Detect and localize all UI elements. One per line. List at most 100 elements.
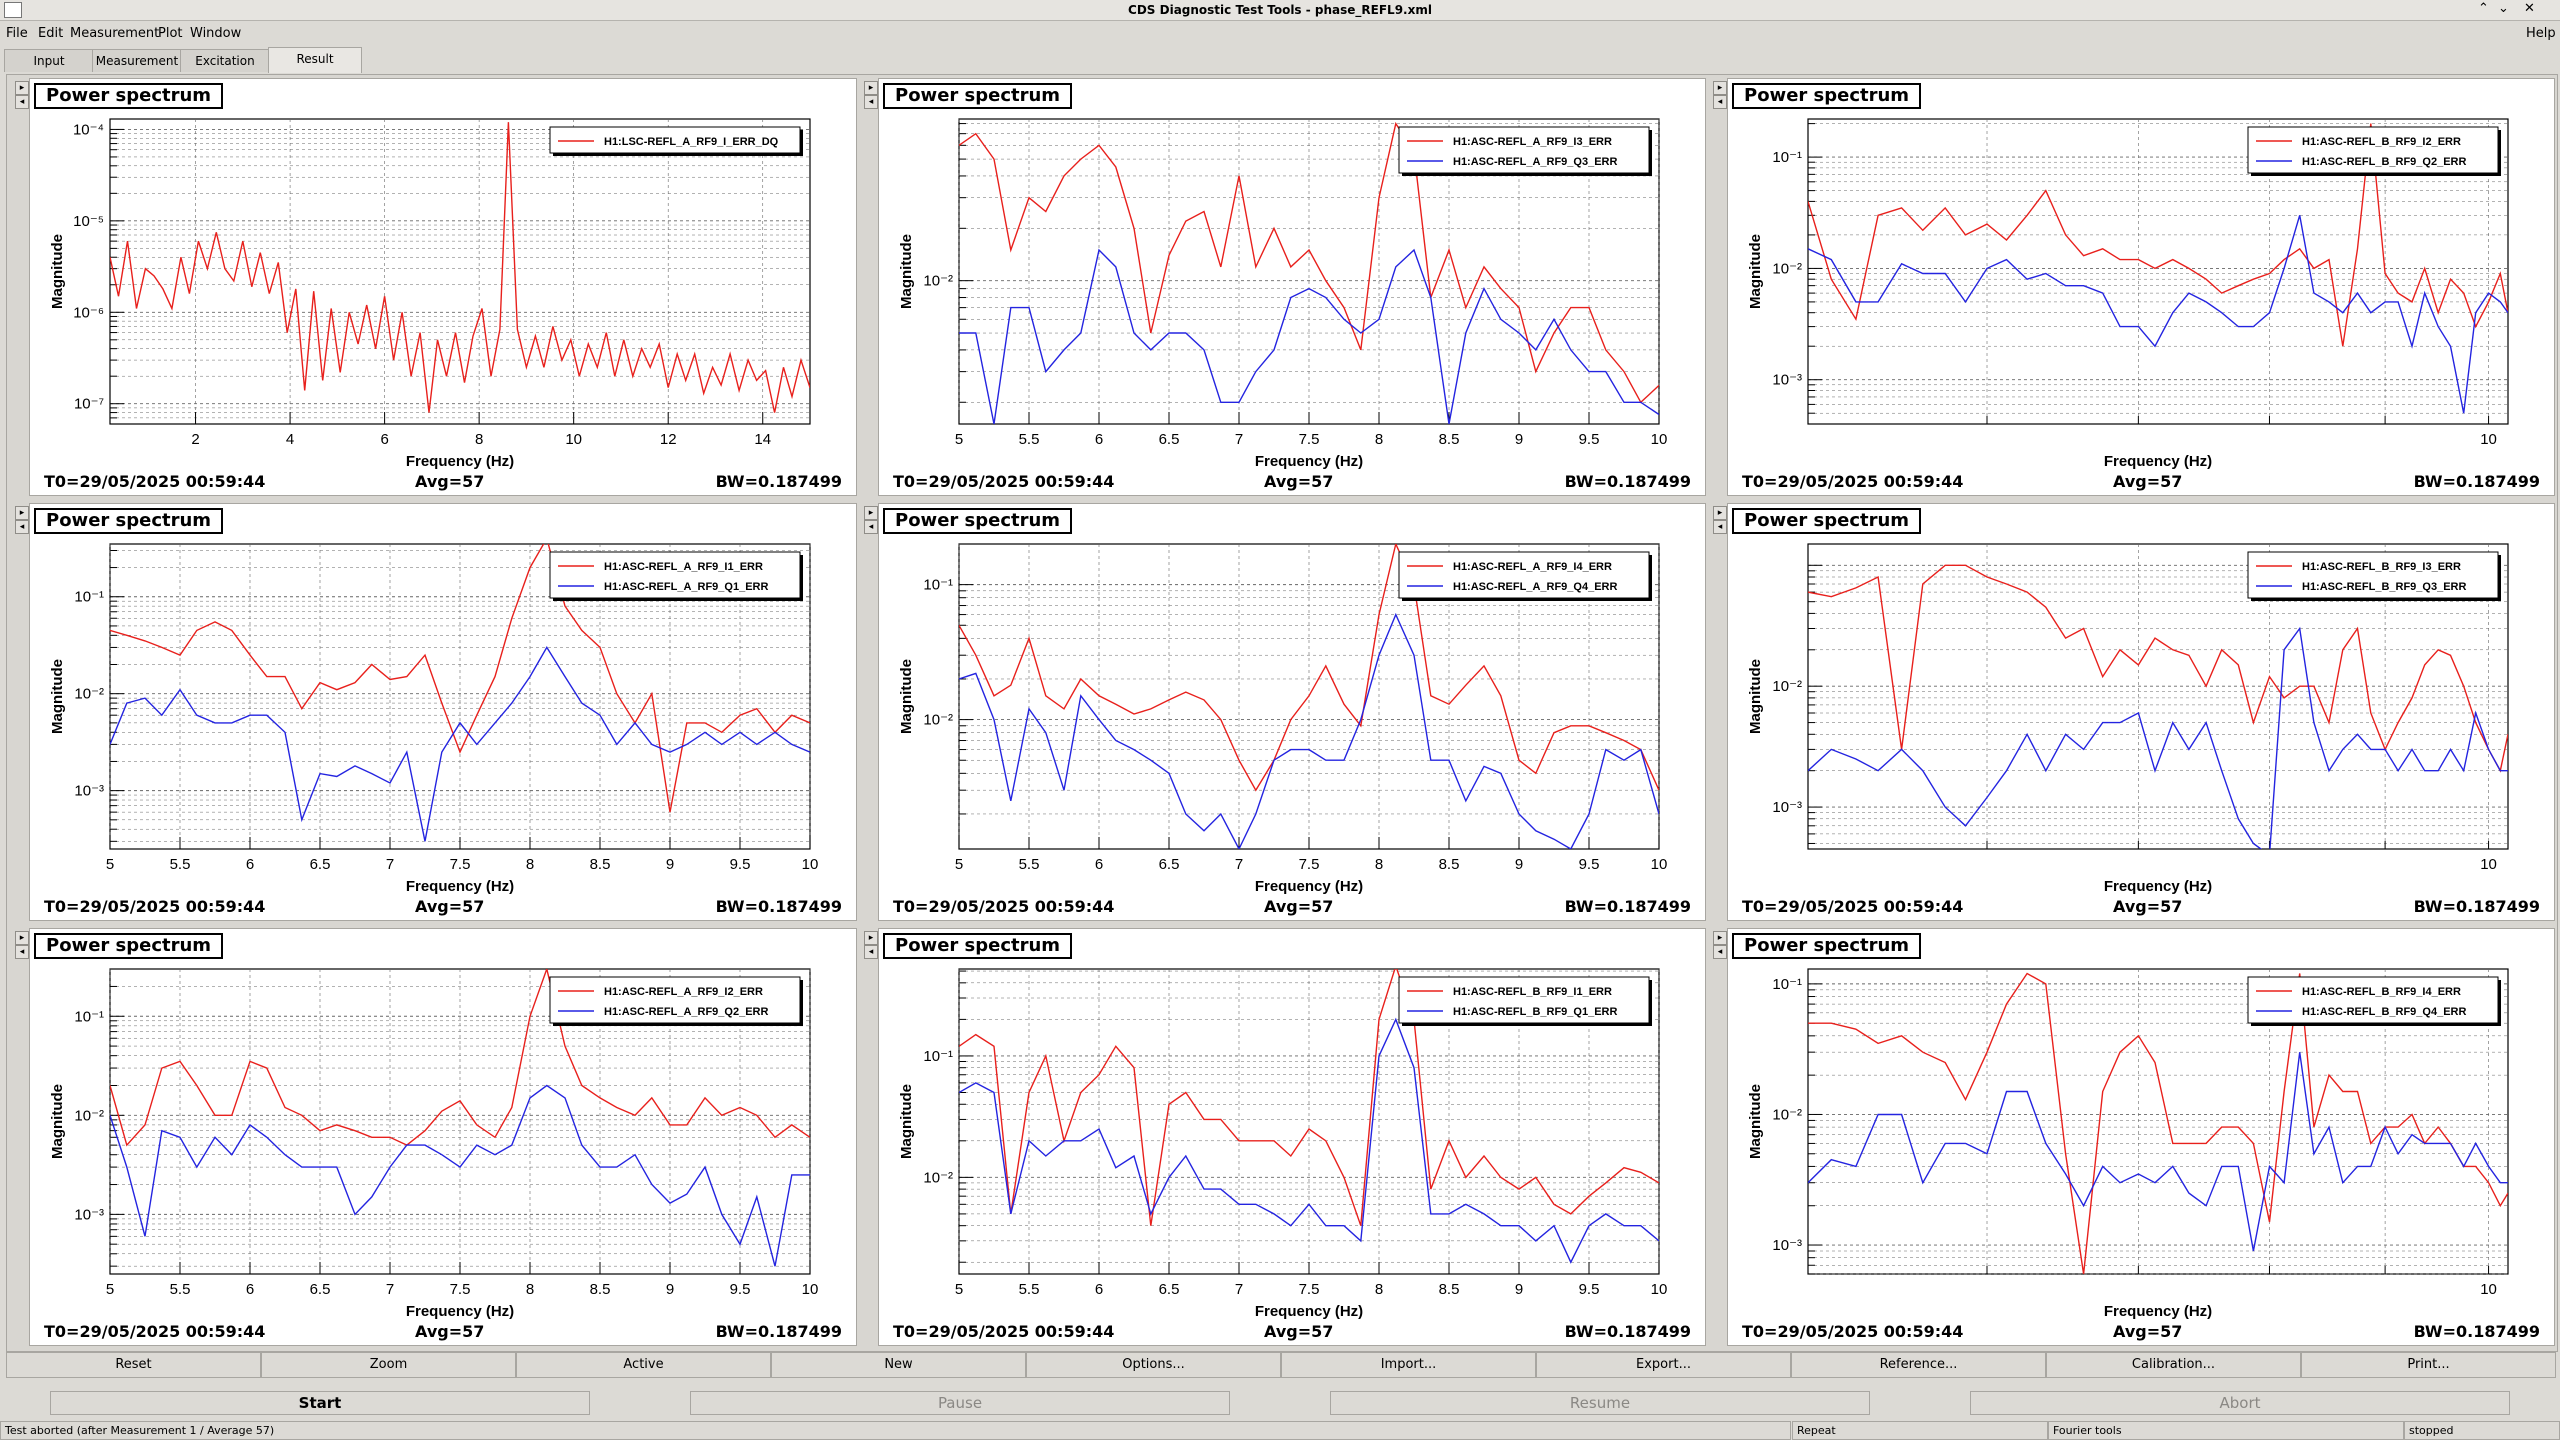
plot-canvas[interactable]: 5 5.5 6 6.5 7 7.5 8 8.5 9 9.5 10 10⁻² 10⁻¹ Frequency … (879, 929, 1705, 1345)
y-tick-label: 10⁻² (74, 686, 104, 703)
panel-collapse-icon[interactable]: ◂ (15, 945, 29, 959)
x-tick-label: 5 (955, 431, 963, 448)
panel-expand-icon[interactable]: ▸ (1713, 81, 1727, 95)
x-axis-label: Frequency (Hz) (1255, 878, 1363, 895)
plot-panel[interactable]: ▸ ◂ Power spectrum 10 10⁻³ 10⁻² Frequency (… (1713, 503, 2555, 921)
menu-plot[interactable]: Plot (158, 26, 183, 41)
plot-panel[interactable]: ▸ ◂ Power spectrum 2 4 6 8 10 12 14 10⁻⁷ 10⁻⁶ 10⁻… (15, 78, 857, 496)
plot-avg: Avg=57 (1264, 897, 1334, 916)
resume-button[interactable]: Resume (1330, 1391, 1870, 1415)
start-button[interactable]: Start (50, 1391, 590, 1415)
x-tick-label: 7 (1235, 431, 1243, 448)
plot-canvas[interactable]: 5 5.5 6 6.5 7 7.5 8 8.5 9 9.5 10 10⁻² 10⁻¹ Frequency … (879, 504, 1705, 920)
menu-file[interactable]: File (6, 26, 28, 41)
panel-collapse-icon[interactable]: ◂ (1713, 520, 1727, 534)
reference-button[interactable]: Reference... (1791, 1352, 2046, 1378)
y-axis-label: Magnitude (898, 659, 915, 734)
y-tick-label: 10⁻¹ (1772, 976, 1802, 993)
minimize-icon[interactable]: ⌃ (2478, 1, 2489, 16)
plot-canvas[interactable]: 5 5.5 6 6.5 7 7.5 8 8.5 9 9.5 10 10⁻³ 10⁻² 10⁻¹ Freque… (30, 929, 856, 1345)
plot-canvas[interactable]: 10 10⁻³ 10⁻² 10⁻¹ Frequency (Hz) Magnitude H1:… (1728, 79, 2554, 495)
pause-button[interactable]: Pause (690, 1391, 1230, 1415)
legend-box (549, 976, 801, 1024)
y-tick-label: 10⁻⁵ (73, 213, 104, 230)
import-button[interactable]: Import... (1281, 1352, 1536, 1378)
panel-expand-icon[interactable]: ▸ (864, 931, 878, 945)
panel-collapse-icon[interactable]: ◂ (1713, 95, 1727, 109)
plot-canvas[interactable]: 2 4 6 8 10 12 14 10⁻⁷ 10⁻⁶ 10⁻⁵ 10⁻⁴ Frequency (Hz)… (30, 79, 856, 495)
plot-panel[interactable]: ▸ ◂ Power spectrum 5 5.5 6 6.5 7 7.5 8 8.5 9 9.5 1… (864, 78, 1706, 496)
options-button[interactable]: Options... (1026, 1352, 1281, 1378)
plot-panel[interactable]: ▸ ◂ Power spectrum 10 10⁻³ 10⁻² 10⁻¹ Frequen… (1713, 928, 2555, 1346)
close-icon[interactable]: ✕ (2524, 1, 2535, 16)
x-tick-label: 6 (246, 856, 254, 873)
x-tick-label: 10 (802, 1281, 819, 1298)
panel-collapse-icon[interactable]: ◂ (15, 95, 29, 109)
plot-bw: BW=0.187499 (2413, 897, 2540, 916)
active-button[interactable]: Active (516, 1352, 771, 1378)
export-button[interactable]: Export... (1536, 1352, 1791, 1378)
menu-edit[interactable]: Edit (38, 26, 64, 41)
tab-measurement[interactable]: Measurement (92, 49, 182, 72)
menu-window[interactable]: Window (190, 26, 242, 41)
plot-panel[interactable]: ▸ ◂ Power spectrum 5 5.5 6 6.5 7 7.5 8 8.5 9 9.5 1… (864, 928, 1706, 1346)
status-bar: Test aborted (after Measurement 1 / Aver… (0, 1421, 2560, 1440)
plot-title: Power spectrum (1732, 508, 1922, 534)
y-tick-label: 10⁻³ (74, 783, 104, 800)
plot-canvas[interactable]: 10 10⁻³ 10⁻² Frequency (Hz) Magnitude H1:ASC-… (1728, 504, 2554, 920)
plot-t0: T0=29/05/2025 00:59:44 (44, 1322, 266, 1341)
panel-collapse-icon[interactable]: ◂ (864, 945, 878, 959)
plot-avg: Avg=57 (1264, 1322, 1334, 1341)
plot-canvas[interactable]: 5 5.5 6 6.5 7 7.5 8 8.5 9 9.5 10 10⁻³ 10⁻² 10⁻¹ Freque… (30, 504, 856, 920)
x-tick-label: 8 (526, 856, 534, 873)
plot-command-bar: Reset Zoom Active New Options... Import.… (6, 1352, 2556, 1378)
panel-collapse-icon[interactable]: ◂ (864, 95, 878, 109)
legend-box (549, 126, 801, 154)
maximize-icon[interactable]: ⌄ (2498, 1, 2509, 16)
panel-expand-icon[interactable]: ▸ (864, 81, 878, 95)
x-axis-label: Frequency (Hz) (2104, 453, 2212, 470)
abort-button[interactable]: Abort (1970, 1391, 2510, 1415)
plot-panel[interactable]: ▸ ◂ Power spectrum 5 5.5 6 6.5 7 7.5 8 8.5 9 9.5 1… (15, 503, 857, 921)
print-button[interactable]: Print... (2301, 1352, 2556, 1378)
plot-t0: T0=29/05/2025 00:59:44 (1742, 472, 1964, 491)
new-button[interactable]: New (771, 1352, 1026, 1378)
panel-expand-icon[interactable]: ▸ (15, 81, 29, 95)
series-line-blue (959, 1017, 1659, 1264)
tab-result[interactable]: Result (268, 47, 362, 73)
series-line-blue (1808, 215, 2508, 414)
plot-t0: T0=29/05/2025 00:59:44 (44, 897, 266, 916)
plot-panel[interactable]: ▸ ◂ Power spectrum 5 5.5 6 6.5 7 7.5 8 8.5 9 9.5 1… (15, 928, 857, 1346)
plot-canvas[interactable]: 5 5.5 6 6.5 7 7.5 8 8.5 9 9.5 10 10⁻² Frequency (Hz)… (879, 79, 1705, 495)
legend-entry: H1:ASC-REFL_B_RF9_I2_ERR (2302, 136, 2461, 148)
panel-expand-icon[interactable]: ▸ (864, 506, 878, 520)
plot-title: Power spectrum (883, 933, 1073, 959)
x-tick-label: 10 (1651, 1281, 1668, 1298)
plot-canvas[interactable]: 10 10⁻³ 10⁻² 10⁻¹ Frequency (Hz) Magnitude H1:… (1728, 929, 2554, 1345)
tab-excitation[interactable]: Excitation (180, 49, 270, 72)
panel-expand-icon[interactable]: ▸ (1713, 506, 1727, 520)
plot-title: Power spectrum (1732, 83, 1922, 109)
panel-expand-icon[interactable]: ▸ (15, 931, 29, 945)
panel-collapse-icon[interactable]: ◂ (1713, 945, 1727, 959)
plot-panel[interactable]: ▸ ◂ Power spectrum 10 10⁻³ 10⁻² 10⁻¹ Frequen… (1713, 78, 2555, 496)
panel-collapse-icon[interactable]: ◂ (864, 520, 878, 534)
reset-button[interactable]: Reset (6, 1352, 261, 1378)
panel-expand-icon[interactable]: ▸ (1713, 931, 1727, 945)
legend-box (549, 551, 801, 599)
menu-help[interactable]: Help (2526, 26, 2556, 41)
tab-input[interactable]: Input (4, 49, 94, 72)
x-tick-label: 6 (1095, 1281, 1103, 1298)
menu-measurement[interactable]: Measurement (70, 26, 160, 41)
x-tick-label: 7 (386, 856, 394, 873)
panel-collapse-icon[interactable]: ◂ (15, 520, 29, 534)
x-tick-label: 7 (1235, 1281, 1243, 1298)
menu-bar: File Edit Measurement Plot Window Help (0, 22, 2560, 44)
x-tick-label: 10 (2480, 856, 2497, 873)
zoom-button[interactable]: Zoom (261, 1352, 516, 1378)
calibration-button[interactable]: Calibration... (2046, 1352, 2301, 1378)
plot-panel[interactable]: ▸ ◂ Power spectrum 5 5.5 6 6.5 7 7.5 8 8.5 9 9.5 1… (864, 503, 1706, 921)
series-line-red (110, 122, 810, 413)
x-axis-label: Frequency (Hz) (1255, 1303, 1363, 1320)
panel-expand-icon[interactable]: ▸ (15, 506, 29, 520)
